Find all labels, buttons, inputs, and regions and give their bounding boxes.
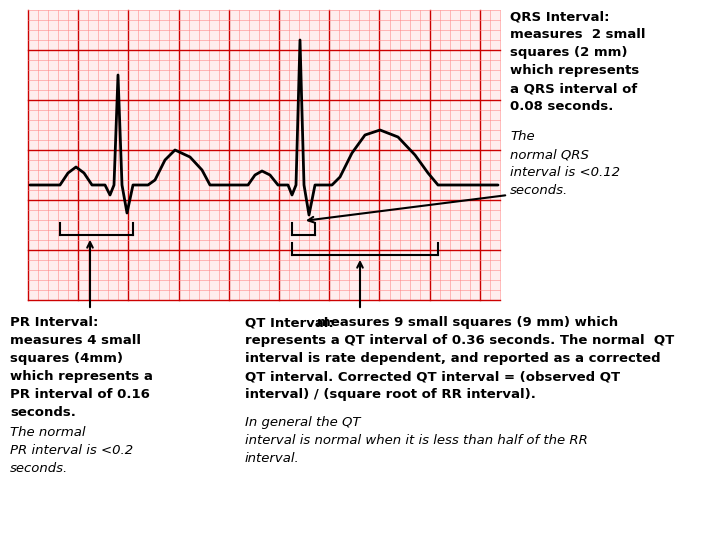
Text: QT Interval:: QT Interval: xyxy=(245,316,334,329)
Bar xyxy=(28,10,500,300)
Text: QRS Interval:: QRS Interval: xyxy=(510,10,610,23)
Text: The
normal QRS
interval is <0.12
seconds.: The normal QRS interval is <0.12 seconds… xyxy=(510,130,620,197)
Text: measures 4 small
squares (4mm)
which represents a
PR interval of 0.16
seconds.: measures 4 small squares (4mm) which rep… xyxy=(10,334,153,419)
Text: The normal
PR interval is <0.2
seconds.: The normal PR interval is <0.2 seconds. xyxy=(10,426,133,475)
Text: measures  2 small
squares (2 mm)
which represents
a QRS interval of
0.08 seconds: measures 2 small squares (2 mm) which re… xyxy=(510,28,645,113)
Text: represents a QT interval of 0.36 seconds. The normal  QT
interval is rate depend: represents a QT interval of 0.36 seconds… xyxy=(245,334,674,401)
Text: In general the QT
interval is normal when it is less than half of the RR
interva: In general the QT interval is normal whe… xyxy=(245,416,588,465)
Text: PR Interval:: PR Interval: xyxy=(10,316,98,329)
Text: measures 9 small squares (9 mm) which: measures 9 small squares (9 mm) which xyxy=(317,316,618,329)
